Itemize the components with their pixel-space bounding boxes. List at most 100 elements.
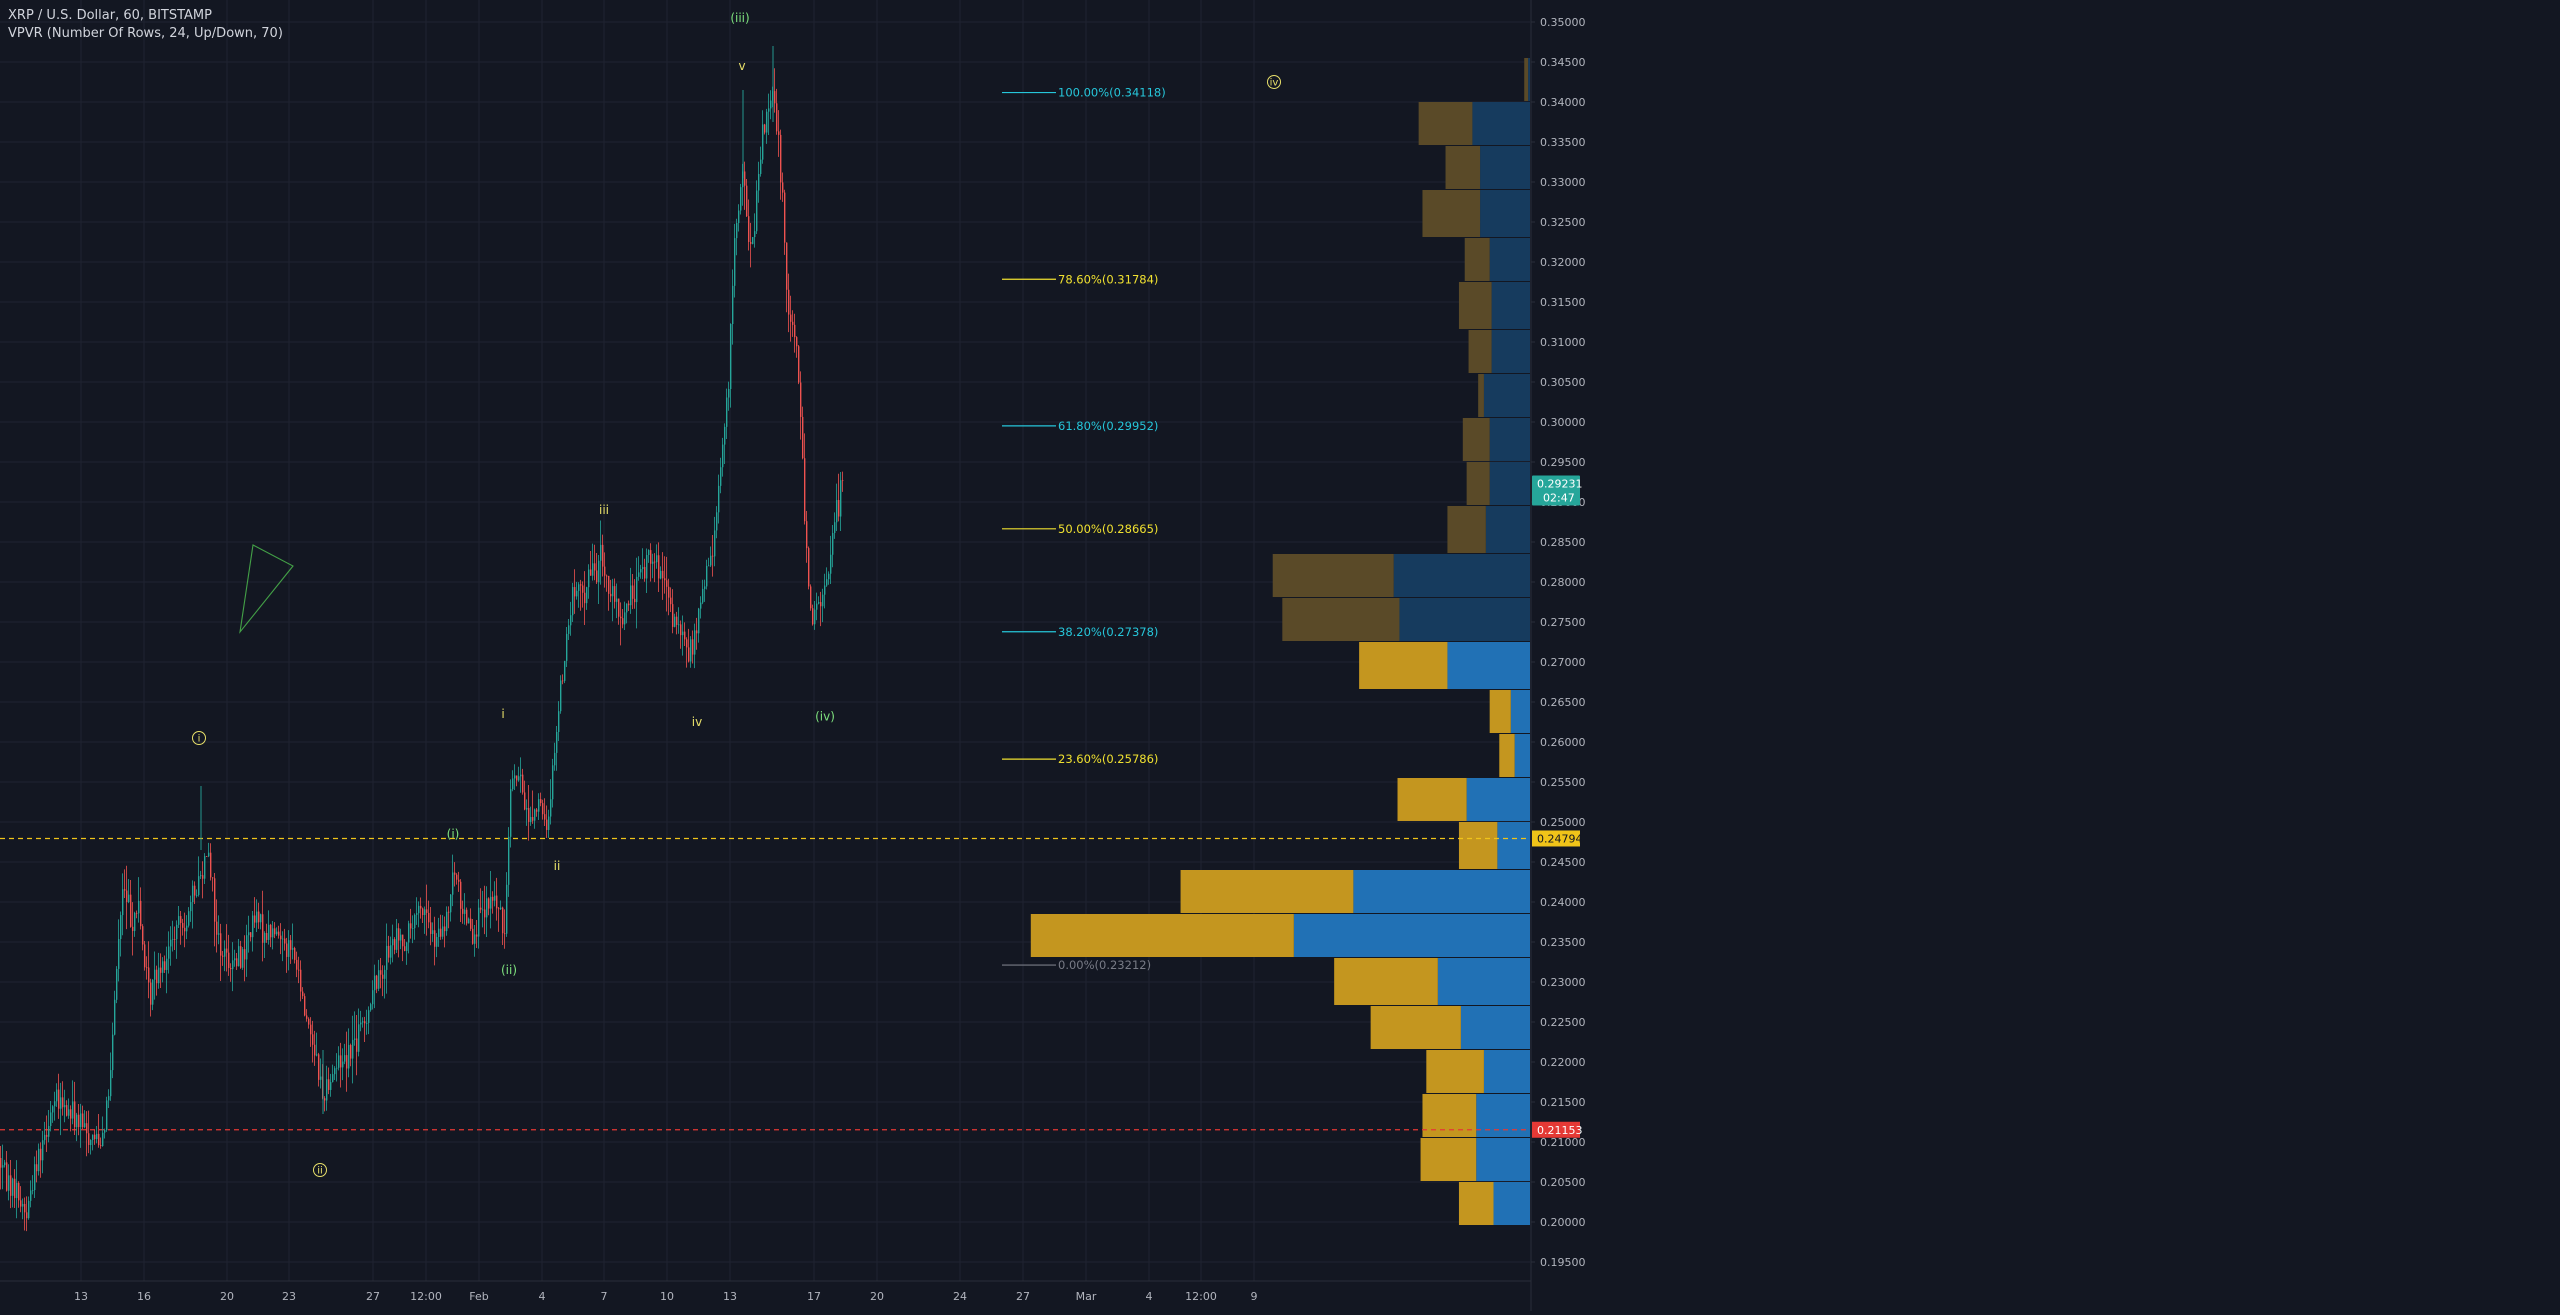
price-tick-label: 0.31500 xyxy=(1540,296,1586,309)
candle-body xyxy=(148,967,150,983)
wave-label[interactable]: ii xyxy=(317,1166,323,1177)
candle-body xyxy=(564,660,566,681)
wave-label[interactable]: i xyxy=(198,734,201,745)
candle-body xyxy=(252,915,254,938)
volume-bar-up xyxy=(1399,598,1530,641)
candle-body xyxy=(704,586,706,589)
candle-body xyxy=(116,968,118,1000)
wave-label[interactable]: v xyxy=(738,59,745,73)
wave-label[interactable]: iii xyxy=(599,503,609,517)
candle-body xyxy=(810,586,812,609)
candle-body xyxy=(710,555,712,566)
candle-body xyxy=(338,1055,340,1068)
wave-label[interactable]: (i) xyxy=(447,827,460,841)
candle-body xyxy=(276,931,278,935)
candle-body xyxy=(816,603,818,610)
candle-body xyxy=(654,561,656,563)
candle-body xyxy=(828,573,830,580)
indicator-legend[interactable]: VPVR (Number Of Rows, 24, Up/Down, 70) xyxy=(8,26,283,41)
candle-body xyxy=(788,289,790,315)
candle-body xyxy=(68,1109,70,1116)
price-tick-label: 0.22500 xyxy=(1540,1016,1586,1029)
candle-body xyxy=(740,187,742,211)
candle-body xyxy=(594,563,596,571)
candle-body xyxy=(438,928,440,937)
wave-label[interactable]: (iii) xyxy=(730,11,749,25)
volume-bar-up xyxy=(1476,1138,1530,1181)
candle-body xyxy=(248,932,250,936)
candle-body xyxy=(78,1114,80,1127)
candle-body xyxy=(744,171,746,186)
volume-bar-down xyxy=(1422,190,1481,237)
candle-body xyxy=(174,939,176,940)
candle-body xyxy=(344,1055,346,1062)
candle-body xyxy=(456,874,458,880)
candle-body xyxy=(806,521,808,549)
volume-bar-down xyxy=(1272,554,1394,597)
candle-body xyxy=(58,1089,60,1109)
candle-body xyxy=(530,817,532,822)
candle-body xyxy=(380,970,382,975)
candle-body xyxy=(404,946,406,951)
price-tick-label: 0.31000 xyxy=(1540,336,1586,349)
candle-body xyxy=(266,933,268,940)
candle-body xyxy=(146,967,148,969)
fibonacci-retracement[interactable]: 100.00%(0.34118) 78.60%(0.31784) 61.80%(0.… xyxy=(1002,86,1166,972)
candle-body xyxy=(80,1113,82,1127)
wave-label[interactable]: (iv) xyxy=(815,709,835,723)
wave-label[interactable]: iv xyxy=(692,715,702,729)
candle-body xyxy=(144,944,146,968)
candle-body xyxy=(834,522,836,534)
candle-body xyxy=(346,1055,348,1069)
wave-label[interactable]: ii xyxy=(554,859,561,873)
triangle-drawing[interactable] xyxy=(239,544,294,634)
candle-body xyxy=(480,907,482,910)
wave-label[interactable]: (ii) xyxy=(501,963,517,977)
candle-body xyxy=(74,1101,76,1128)
candle-body xyxy=(264,933,266,943)
candle-body xyxy=(692,639,694,655)
volume-bar-up xyxy=(1353,870,1530,913)
symbol-title[interactable]: XRP / U.S. Dollar, 60, BITSTAMP xyxy=(8,8,212,23)
time-tick-label: 7 xyxy=(601,1290,608,1303)
time-tick-label: 27 xyxy=(1016,1290,1030,1303)
triangle-pattern[interactable] xyxy=(239,544,294,634)
price-tick-label: 0.30500 xyxy=(1540,376,1586,389)
candle-body xyxy=(26,1212,28,1219)
candle-body xyxy=(406,942,408,951)
candle-body xyxy=(440,928,442,937)
candle-body xyxy=(822,594,824,607)
candle-body xyxy=(188,911,190,926)
candle-body xyxy=(820,602,822,607)
candle-body xyxy=(114,999,116,1035)
candle-body xyxy=(766,111,768,133)
candle-body xyxy=(614,586,616,602)
candle-body xyxy=(126,890,128,903)
candle-body xyxy=(546,819,548,830)
candle-body xyxy=(194,885,196,896)
volume-bar-up xyxy=(1480,146,1530,189)
candle-body xyxy=(708,565,710,567)
wave-label-circle xyxy=(192,731,206,745)
candle-body xyxy=(514,775,516,779)
candle-body xyxy=(166,958,168,970)
candle-body xyxy=(92,1134,94,1141)
wave-label[interactable]: i xyxy=(501,707,504,721)
candle-body xyxy=(728,389,730,398)
time-tick-label: 10 xyxy=(660,1290,674,1303)
candle-body xyxy=(94,1134,96,1140)
price-tick-label: 0.19500 xyxy=(1540,1256,1586,1269)
candle-body xyxy=(548,816,550,830)
candle-body xyxy=(504,933,506,935)
candle-body xyxy=(396,928,398,950)
wave-label[interactable]: iv xyxy=(1270,78,1279,89)
candle-body xyxy=(134,912,136,932)
candle-body xyxy=(678,624,680,626)
candle-body xyxy=(540,799,542,804)
candle-body xyxy=(500,907,502,910)
time-tick-label: 24 xyxy=(953,1290,967,1303)
